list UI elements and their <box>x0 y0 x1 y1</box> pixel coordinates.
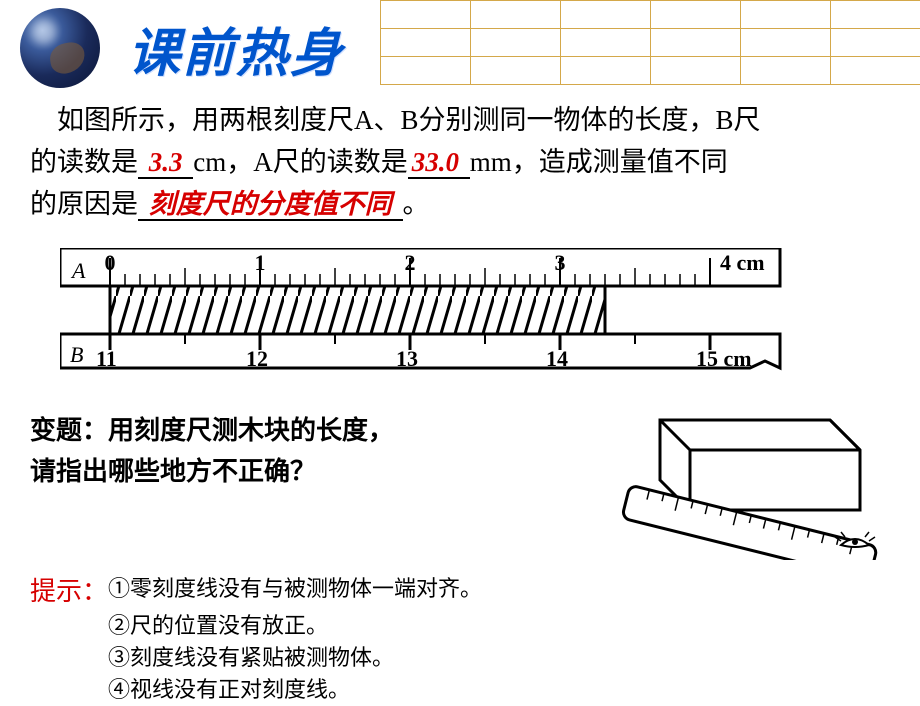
svg-text:14: 14 <box>546 346 568 371</box>
svg-text:12: 12 <box>246 346 268 371</box>
variant-text: 变题：用刻度尺测木块的长度， 请指出哪些地方不正确？ <box>30 410 592 493</box>
svg-text:13: 13 <box>396 346 418 371</box>
variant-line2: 请指出哪些地方不正确？ <box>30 456 316 486</box>
para-3b: 。 <box>403 189 430 219</box>
problem-text: 如图所示，用两根刻度尺A、B分别测同一物体的长度，B尺 的读数是 3.3 cm，… <box>0 88 920 226</box>
globe-icon <box>20 8 100 88</box>
para-3a: 的原因是 <box>30 189 138 219</box>
svg-text:4 cm: 4 cm <box>720 250 765 275</box>
hint-2: ②尺的位置没有放正。 <box>30 610 890 642</box>
hint-list: ①零刻度线没有与被测物体一端对齐。 <box>108 573 482 605</box>
svg-text:15 cm: 15 cm <box>696 346 752 371</box>
variant-row: 变题：用刻度尺测木块的长度， 请指出哪些地方不正确？ <box>0 388 920 565</box>
variant-line1: 变题：用刻度尺测木块的长度， <box>30 415 394 445</box>
hint-label: 提示： <box>30 577 108 606</box>
answer-reason: 刻度尺的分度值不同 <box>149 189 392 219</box>
page-title: 课前热身 <box>128 11 344 86</box>
svg-text:11: 11 <box>96 346 117 371</box>
para-2a: 的读数是 <box>30 147 138 177</box>
block-ruler-diagram <box>600 410 900 565</box>
para-line1: 如图所示，用两根刻度尺A、B分别测同一物体的长度，B尺 <box>30 105 761 135</box>
ruler-a-label: A <box>70 258 86 283</box>
hints: 提示：①零刻度线没有与被测物体一端对齐。 ②尺的位置没有放正。 ③刻度线没有紧贴… <box>0 565 920 706</box>
hint-1: ①零刻度线没有与被测物体一端对齐。 <box>108 573 482 605</box>
answer-a: 33.0 <box>412 147 459 177</box>
answer-b: 3.3 <box>149 147 183 177</box>
hint-3: ③刻度线没有紧贴被测物体。 <box>30 642 890 674</box>
para-2c: mm，造成测量值不同 <box>470 147 728 177</box>
header: 课前热身 <box>0 0 920 88</box>
svg-text:B: B <box>70 342 83 367</box>
para-2b: cm，A尺的读数是 <box>193 147 407 177</box>
ruler-diagram: A 0 1 2 3 4 cm <box>60 248 890 388</box>
